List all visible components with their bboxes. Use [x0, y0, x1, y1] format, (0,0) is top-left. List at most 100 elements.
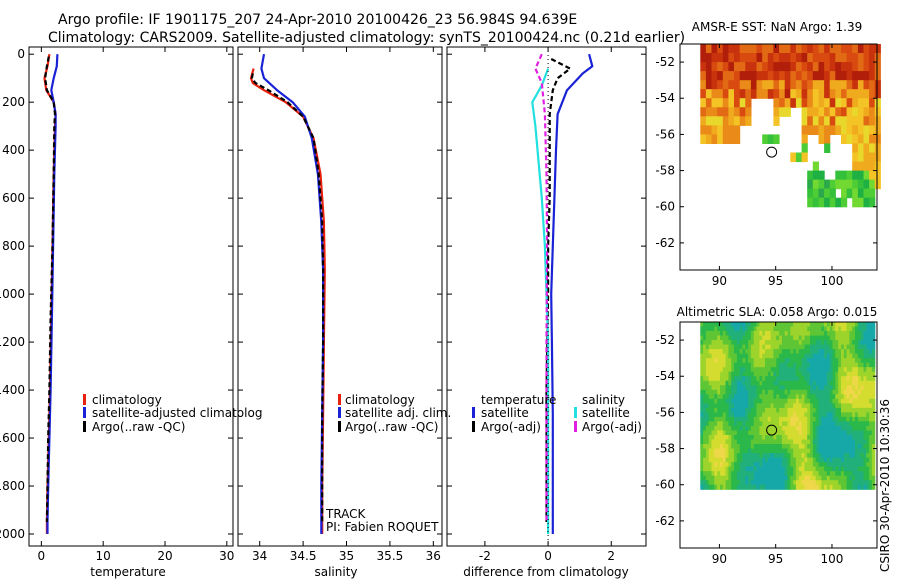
- heatmap-cell: [745, 448, 749, 454]
- heatmap-cell: [759, 480, 763, 486]
- heatmap-cell: [807, 453, 811, 459]
- heatmap-cell: [708, 349, 713, 355]
- heatmap-cell: [739, 107, 746, 117]
- heatmap-cell: [773, 335, 777, 341]
- heatmap-cell: [860, 335, 865, 341]
- heatmap-cell: [821, 457, 825, 463]
- heatmap-cell: [793, 421, 797, 427]
- heatmap-cell: [762, 407, 766, 413]
- heatmap-cell: [750, 435, 755, 441]
- heatmap-cell: [807, 394, 811, 400]
- heatmap-cell: [742, 439, 746, 445]
- heatmap-cell: [703, 362, 707, 368]
- heatmap-cell: [871, 385, 876, 391]
- heatmap-cell: [821, 435, 825, 441]
- heatmap-cell: [736, 475, 741, 481]
- heatmap-cell: [711, 444, 715, 450]
- heatmap-cell: [762, 444, 766, 450]
- heatmap-cell: [748, 471, 752, 477]
- heatmap-cell: [829, 416, 834, 422]
- heatmap-cell: [866, 412, 870, 418]
- heatmap-cell: [812, 389, 817, 395]
- heatmap-cell: [725, 380, 729, 386]
- heatmap-cell: [863, 480, 867, 486]
- heatmap-cell: [826, 335, 831, 341]
- heatmap-cell: [807, 380, 811, 386]
- heatmap-cell: [784, 80, 791, 90]
- temperature-ticks: 0102030020040060080010001200140016001800…: [0, 47, 234, 563]
- heatmap-cell: [807, 197, 814, 208]
- heatmap-cell: [795, 471, 800, 477]
- heatmap-cell: [787, 349, 791, 355]
- heatmap-cell: [871, 457, 876, 463]
- heatmap-cell: [860, 389, 865, 395]
- heatmap-cell: [841, 426, 845, 432]
- heatmap-cell: [722, 453, 727, 459]
- heatmap-cell: [734, 349, 738, 355]
- heatmap-cell: [739, 471, 744, 477]
- heatmap-cell: [722, 471, 727, 477]
- heatmap-cell: [739, 385, 744, 391]
- heatmap-cell: [765, 484, 769, 490]
- heatmap-cell: [869, 457, 873, 463]
- heatmap-cell: [793, 380, 797, 386]
- heatmap-cell: [745, 480, 749, 486]
- heatmap-cell: [815, 421, 819, 427]
- heatmap-cell: [756, 421, 760, 427]
- heatmap-cell: [767, 394, 772, 400]
- heatmap-cell: [756, 462, 760, 468]
- heatmap-cell: [708, 367, 713, 373]
- x-tick-label: 100: [821, 274, 844, 288]
- heatmap-cell: [776, 407, 780, 413]
- heatmap-cell: [874, 62, 881, 72]
- heatmap-cell: [832, 471, 836, 477]
- heatmap-cell: [731, 322, 735, 328]
- heatmap-cell: [722, 426, 727, 432]
- heatmap-cell: [815, 376, 819, 382]
- heatmap-cell: [762, 322, 766, 328]
- heatmap-cell: [863, 484, 867, 490]
- heatmap-cell: [725, 426, 729, 432]
- heatmap-cell: [793, 457, 797, 463]
- heatmap-cell: [739, 344, 744, 350]
- heatmap-cell: [835, 322, 839, 328]
- heatmap-cell: [748, 322, 752, 328]
- heatmap-cell: [745, 439, 749, 445]
- heatmap-cell: [798, 385, 803, 391]
- heatmap-cell: [720, 421, 724, 427]
- heatmap-cell: [784, 466, 789, 472]
- heatmap-cell: [767, 453, 772, 459]
- heatmap-cell: [770, 444, 774, 450]
- heatmap-cell: [855, 344, 859, 350]
- heatmap-cell: [812, 116, 819, 126]
- heatmap-cell: [742, 430, 746, 436]
- heatmap-cell: [795, 448, 800, 454]
- heatmap-cell: [871, 466, 876, 472]
- heatmap-cell: [717, 349, 721, 355]
- heatmap-cell: [826, 340, 831, 346]
- heatmap-cell: [781, 480, 786, 486]
- heatmap-cell: [700, 484, 704, 490]
- heatmap-cell: [776, 398, 780, 404]
- heatmap-cell: [767, 371, 772, 377]
- heatmap-cell: [750, 362, 755, 368]
- heatmap-cell: [765, 371, 769, 377]
- heatmap-cell: [852, 143, 859, 153]
- heatmap-cell: [866, 358, 870, 364]
- heatmap-cell: [855, 480, 859, 486]
- heatmap-cell: [849, 380, 853, 386]
- heatmap-cell: [742, 475, 746, 481]
- heatmap-cell: [736, 462, 741, 468]
- heatmap-cell: [790, 435, 794, 441]
- heatmap-cell: [722, 466, 727, 472]
- heatmap-cell: [807, 326, 811, 332]
- heatmap-cell: [804, 335, 808, 341]
- heatmap-cell: [717, 484, 721, 490]
- heatmap-cell: [838, 353, 842, 359]
- heatmap-cell: [841, 188, 848, 199]
- heatmap-cell: [742, 444, 746, 450]
- heatmap-cell: [745, 116, 752, 126]
- heatmap-cell: [857, 426, 862, 432]
- heatmap-cell: [855, 398, 859, 404]
- heatmap-cell: [793, 376, 797, 382]
